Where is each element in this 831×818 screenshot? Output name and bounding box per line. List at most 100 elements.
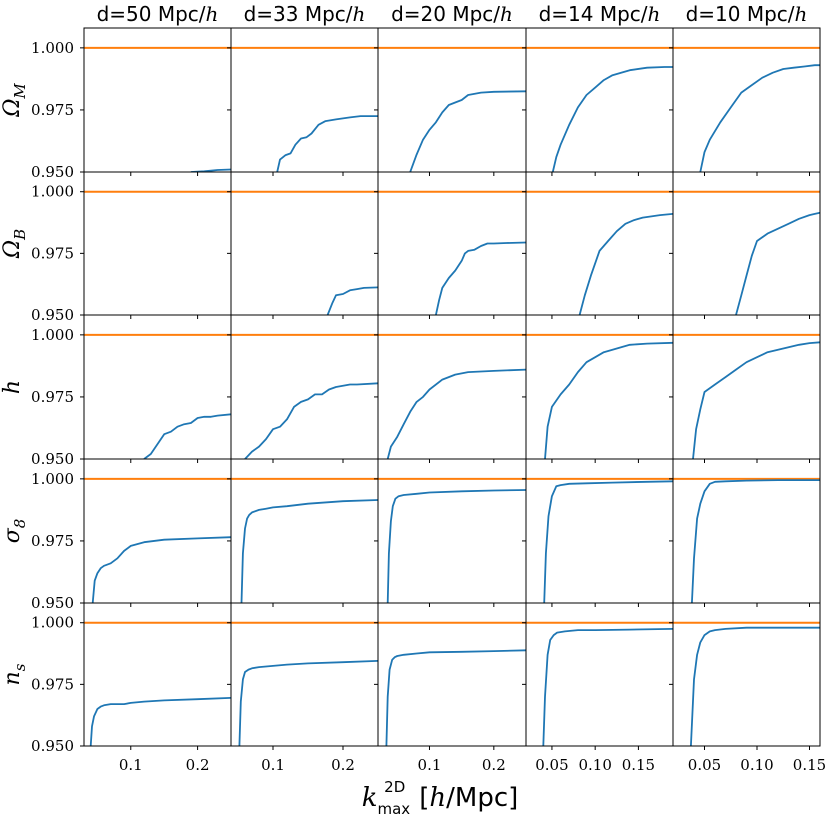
x-tick-label: 0.1 — [261, 756, 285, 774]
series-line — [240, 499, 378, 603]
series-line — [238, 660, 378, 746]
row-label-2: ΩB — [0, 229, 29, 259]
panel-r1-c2 — [227, 27, 379, 176]
series-line — [735, 211, 820, 315]
x-tick-label: 0.15 — [622, 756, 655, 774]
y-tick-label: 1.000 — [31, 183, 74, 201]
series-line — [692, 341, 820, 459]
series-line — [551, 66, 673, 172]
panel-r4-c1 — [80, 458, 232, 607]
row-label-5: ns — [0, 663, 29, 685]
panel-r2-c5 — [669, 171, 821, 319]
panel-r2-c2 — [227, 171, 379, 319]
row-label-2-symbol: Ω — [0, 240, 25, 259]
panel-r3-c4 — [522, 314, 674, 463]
series-line — [91, 536, 231, 603]
panel-frame — [525, 27, 674, 173]
series-line — [544, 341, 673, 459]
panel-frame — [230, 458, 379, 604]
x-tick-label: 0.10 — [578, 756, 611, 774]
column-title-4: d=14 Mpc/h — [539, 2, 661, 26]
x-tick-label: 0.10 — [740, 756, 773, 774]
series-line — [143, 413, 231, 459]
column-title-3: d=20 Mpc/h — [391, 2, 513, 26]
series-line — [690, 626, 820, 746]
y-tick-label: 0.950 — [31, 450, 74, 468]
x-tick-label: 0.05 — [688, 756, 721, 774]
panel-frame — [83, 602, 232, 747]
panel-r4-c3 — [374, 458, 527, 607]
panel-r1-c1 — [80, 27, 232, 176]
column-title-5-h: h — [795, 2, 808, 26]
y-tick-label: 1.000 — [31, 614, 74, 632]
x-axis-label-unit-rest: /Mpc] — [446, 783, 518, 813]
row-label-4-symbol: σ — [0, 527, 25, 543]
y-tick-label: 0.950 — [31, 163, 74, 181]
panel-r3-c2 — [227, 314, 379, 463]
y-tick-label: 0.975 — [31, 244, 74, 262]
series-line — [326, 286, 378, 315]
y-tick-label: 0.975 — [31, 675, 74, 693]
x-axis-label-unit-h: h — [429, 783, 446, 813]
column-title-3-text: d=20 Mpc/ — [391, 2, 500, 26]
x-axis-label-unit-open: [ — [419, 783, 429, 813]
panel-r5-c3 — [374, 602, 527, 750]
panel-frame — [230, 171, 379, 316]
row-label-4: σ8 — [0, 519, 29, 544]
row-label-4-subscript: 8 — [11, 519, 29, 529]
panel-frame — [83, 171, 232, 316]
panel-r3-c1 — [80, 314, 232, 463]
panel-frame — [525, 171, 674, 316]
y-tick-label: 0.975 — [31, 101, 74, 119]
x-tick-label: 0.15 — [793, 756, 826, 774]
panel-r3-c3 — [374, 314, 527, 463]
column-title-4-h: h — [648, 2, 661, 26]
panel-frame — [83, 458, 232, 604]
row-label-1-subscript: M — [11, 83, 29, 100]
series-line — [386, 368, 526, 459]
y-tick-label: 1.000 — [31, 326, 74, 344]
column-title-1-text: d=50 Mpc/ — [97, 2, 206, 26]
row-label-2-subscript: B — [11, 229, 29, 241]
panel-r2-c1 — [80, 171, 232, 319]
series-line — [699, 64, 820, 172]
column-title-2: d=33 Mpc/h — [244, 2, 366, 26]
panel-r2-c4 — [522, 171, 674, 319]
panel-r1-c5 — [669, 27, 821, 176]
series-line — [89, 697, 231, 746]
column-title-5: d=10 Mpc/h — [686, 2, 808, 26]
panel-frame — [525, 314, 674, 460]
panel-r3-c5 — [669, 314, 821, 463]
row-label-5-symbol: n — [0, 671, 25, 685]
x-axis-label-symbol: k — [362, 783, 378, 813]
panel-frame — [83, 314, 232, 460]
panel-r4-c2 — [227, 458, 379, 607]
column-title-2-text: d=33 Mpc/ — [244, 2, 353, 26]
x-axis-label: kmax 2D [h/Mpc] — [362, 778, 519, 818]
y-tick-label: 0.950 — [31, 306, 74, 324]
panel-frame — [672, 602, 821, 747]
column-title-1: d=50 Mpc/h — [97, 2, 219, 26]
panel-r5-c5 — [669, 602, 821, 750]
series-line — [578, 213, 673, 315]
row-label-5-subscript: s — [11, 663, 29, 671]
column-title-3-h: h — [500, 2, 513, 26]
panel-frame — [672, 171, 821, 316]
y-tick-label: 1.000 — [31, 39, 74, 57]
series-line — [542, 628, 673, 746]
y-tick-labels: 0.950 0.975 1.000 0.950 0.975 1.000 0.950 0.975… — [31, 39, 74, 755]
panel-r5-c2 — [227, 602, 379, 750]
y-tick-label: 0.950 — [31, 594, 74, 612]
panel-frame — [83, 27, 232, 173]
x-tick-label: 0.2 — [482, 756, 506, 774]
series-line — [244, 382, 378, 459]
column-title-5-text: d=10 Mpc/ — [686, 2, 795, 26]
panel-r1-c4 — [522, 27, 674, 176]
row-label-1-symbol: Ω — [0, 99, 25, 118]
panel-r2-c3 — [374, 171, 527, 319]
panel-r4-c5 — [669, 458, 821, 607]
series-line — [386, 489, 526, 603]
x-tick-label: 0.2 — [186, 756, 210, 774]
